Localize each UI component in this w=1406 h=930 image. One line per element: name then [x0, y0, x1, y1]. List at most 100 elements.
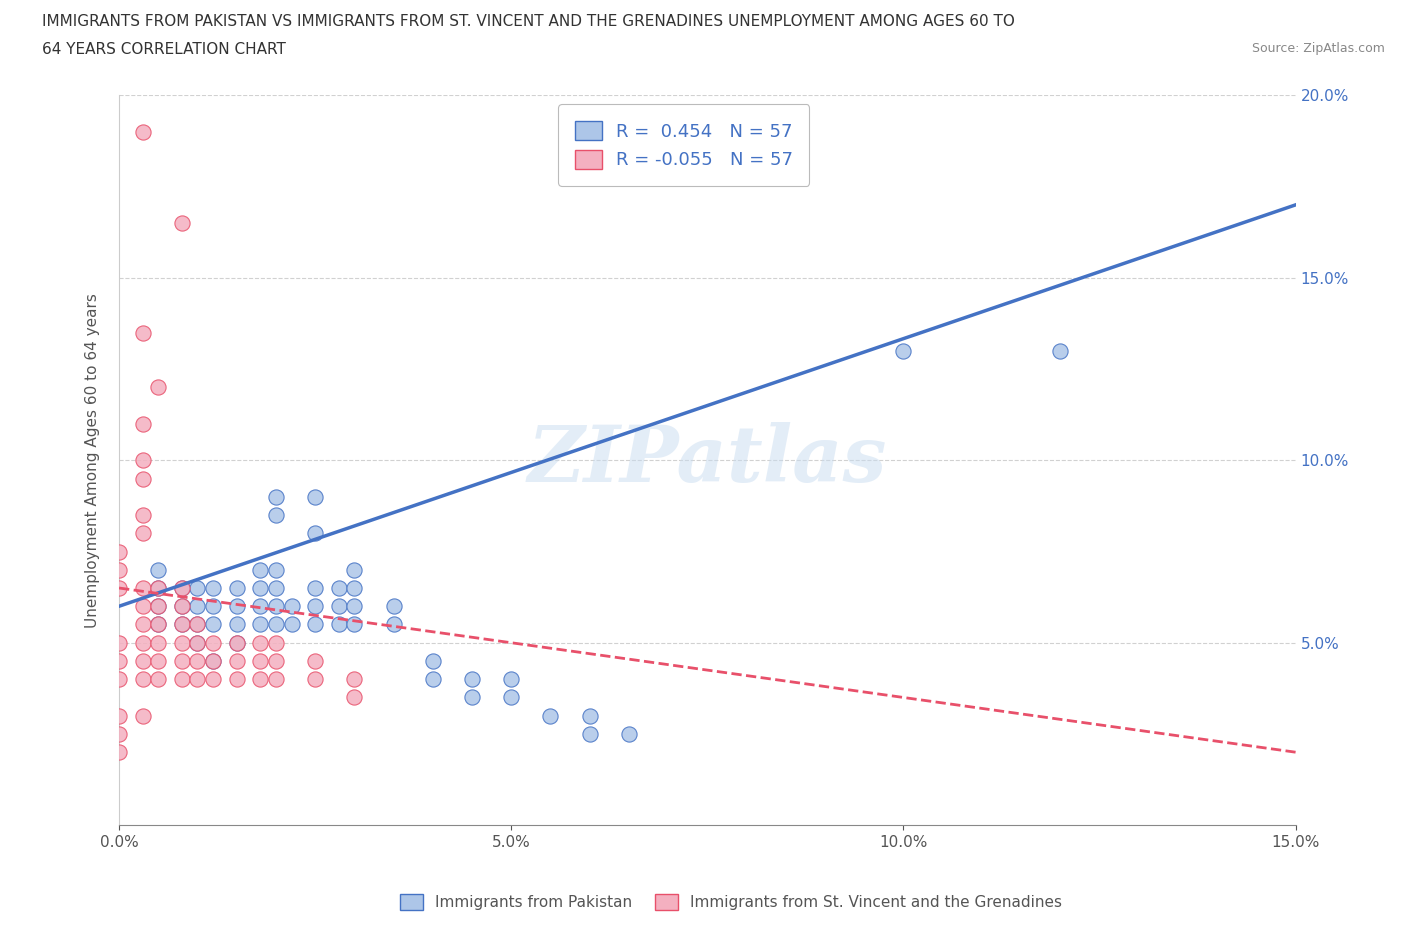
Point — [202, 671, 225, 686]
Point — [131, 508, 153, 523]
Point — [131, 671, 153, 686]
Point — [225, 635, 247, 650]
Point — [422, 654, 444, 669]
Point — [249, 671, 271, 686]
Point — [225, 671, 247, 686]
Point — [225, 617, 247, 631]
Point — [264, 654, 287, 669]
Point — [578, 709, 600, 724]
Point — [148, 379, 170, 394]
Point — [148, 617, 170, 631]
Point — [131, 580, 153, 595]
Point — [343, 671, 366, 686]
Point — [264, 489, 287, 504]
Point — [249, 635, 271, 650]
Point — [893, 343, 915, 358]
Point — [249, 654, 271, 669]
Point — [186, 617, 208, 631]
Point — [170, 580, 193, 595]
Point — [249, 599, 271, 614]
Point — [108, 580, 131, 595]
Point — [461, 671, 484, 686]
Point — [249, 563, 271, 578]
Point — [108, 635, 131, 650]
Point — [148, 563, 170, 578]
Point — [264, 580, 287, 595]
Point — [264, 635, 287, 650]
Point — [148, 617, 170, 631]
Point — [170, 599, 193, 614]
Point — [131, 709, 153, 724]
Point — [186, 617, 208, 631]
Point — [280, 617, 302, 631]
Point — [225, 654, 247, 669]
Point — [328, 599, 350, 614]
Point — [131, 525, 153, 540]
Point — [304, 525, 326, 540]
Point — [1049, 343, 1071, 358]
Point — [148, 635, 170, 650]
Point — [108, 726, 131, 741]
Point — [617, 726, 640, 741]
Point — [328, 580, 350, 595]
Point — [343, 617, 366, 631]
Point — [422, 671, 444, 686]
Point — [264, 508, 287, 523]
Point — [501, 671, 523, 686]
Point — [131, 472, 153, 486]
Point — [304, 654, 326, 669]
Point — [170, 617, 193, 631]
Point — [131, 635, 153, 650]
Point — [170, 654, 193, 669]
Point — [202, 580, 225, 595]
Text: IMMIGRANTS FROM PAKISTAN VS IMMIGRANTS FROM ST. VINCENT AND THE GRENADINES UNEMP: IMMIGRANTS FROM PAKISTAN VS IMMIGRANTS F… — [42, 14, 1015, 29]
Point — [382, 599, 405, 614]
Point — [131, 417, 153, 432]
Point — [186, 671, 208, 686]
Point — [131, 654, 153, 669]
Point — [148, 580, 170, 595]
Point — [343, 690, 366, 705]
Point — [538, 709, 561, 724]
Point — [170, 580, 193, 595]
Point — [280, 599, 302, 614]
Point — [108, 563, 131, 578]
Point — [249, 580, 271, 595]
Point — [186, 580, 208, 595]
Point — [304, 617, 326, 631]
Point — [131, 617, 153, 631]
Point — [304, 580, 326, 595]
Point — [343, 580, 366, 595]
Point — [186, 635, 208, 650]
Text: ZIPatlas: ZIPatlas — [527, 422, 887, 498]
Text: 64 YEARS CORRELATION CHART: 64 YEARS CORRELATION CHART — [42, 42, 285, 57]
Point — [304, 599, 326, 614]
Point — [343, 563, 366, 578]
Point — [225, 599, 247, 614]
Point — [170, 599, 193, 614]
Point — [148, 580, 170, 595]
Point — [186, 635, 208, 650]
Point — [264, 671, 287, 686]
Point — [108, 745, 131, 760]
Point — [148, 599, 170, 614]
Point — [225, 580, 247, 595]
Point — [186, 599, 208, 614]
Point — [202, 617, 225, 631]
Point — [202, 654, 225, 669]
Point — [202, 635, 225, 650]
Point — [249, 617, 271, 631]
Point — [108, 671, 131, 686]
Point — [304, 489, 326, 504]
Point — [170, 671, 193, 686]
Point — [225, 635, 247, 650]
Point — [170, 617, 193, 631]
Point — [264, 563, 287, 578]
Point — [382, 617, 405, 631]
Point — [108, 709, 131, 724]
Point — [170, 635, 193, 650]
Legend: Immigrants from Pakistan, Immigrants from St. Vincent and the Grenadines: Immigrants from Pakistan, Immigrants fro… — [392, 886, 1070, 918]
Point — [148, 671, 170, 686]
Legend: R =  0.454   N = 57, R = -0.055   N = 57: R = 0.454 N = 57, R = -0.055 N = 57 — [558, 104, 810, 186]
Text: Source: ZipAtlas.com: Source: ZipAtlas.com — [1251, 42, 1385, 55]
